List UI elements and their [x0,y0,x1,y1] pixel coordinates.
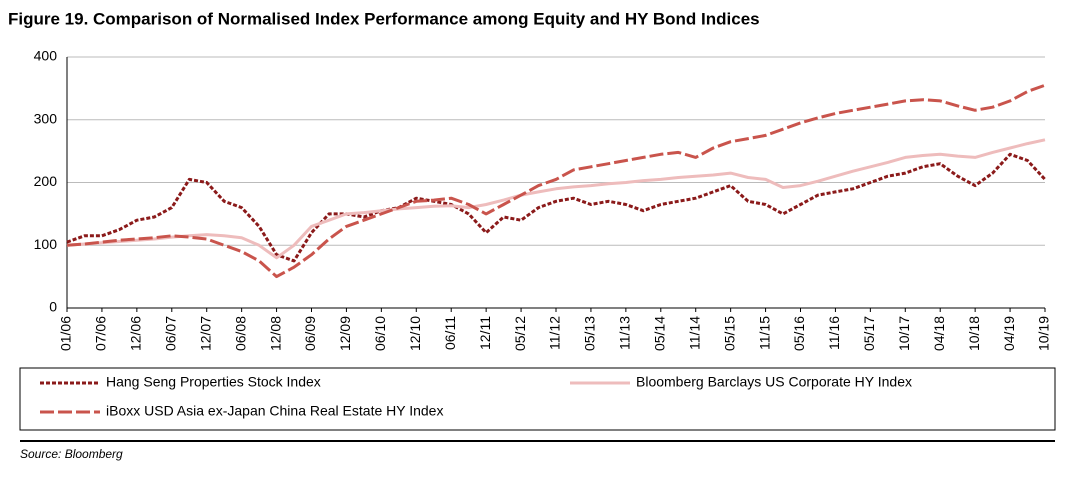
series-line [66,138,1046,260]
legend-box [19,367,1056,431]
x-tick-label: 12/10 [407,316,423,351]
x-tick-label: 05/16 [791,316,807,351]
x-tick-label: 06/09 [302,316,318,351]
legend-label: Hang Seng Properties Stock Index [106,374,321,390]
x-tick-label: 12/11 [477,316,493,350]
x-tick-label: 11/13 [617,316,633,350]
x-tick-label: 12/06 [128,316,144,351]
y-tick-label: 100 [34,236,58,252]
y-tick-label: 200 [34,173,58,189]
x-tick-label: 11/12 [547,316,563,350]
x-tick-label: 05/12 [512,316,528,351]
x-tick-label: 07/06 [93,316,109,351]
y-tick-label: 400 [34,48,58,64]
x-tick-label: 04/18 [931,316,947,351]
series-line [66,83,1046,279]
x-tick-label: 05/13 [582,316,598,351]
x-tick-label: 05/17 [861,316,877,351]
x-tick-label: 11/16 [826,316,842,350]
y-tick-label: 0 [49,299,57,315]
x-tick-label: 06/07 [162,316,178,351]
source: Source: Bloomberg [20,447,123,461]
x-tick-label: 04/19 [1001,316,1017,351]
x-tick-label: 05/15 [721,316,737,351]
legend-label: Bloomberg Barclays US Corporate HY Index [636,374,912,390]
x-tick-label: 10/18 [966,316,982,351]
x-tick-label: 06/08 [232,316,248,351]
x-tick-label: 01/06 [58,316,74,351]
x-tick-label: 12/07 [197,316,213,351]
x-tick-label: 06/10 [372,316,388,351]
x-tick-label: 06/11 [442,316,458,350]
x-tick-label: 12/08 [267,316,283,351]
legend-label: iBoxx USD Asia ex-Japan China Real Estat… [106,403,443,419]
x-tick-label: 05/14 [651,316,667,351]
x-tick-label: 10/19 [1036,316,1052,351]
x-tick-label: 10/17 [896,316,912,351]
chart-title: Figure 19. Comparison of Normalised Inde… [8,9,760,28]
x-tick-label: 11/14 [686,316,702,350]
series-line [66,152,1047,263]
x-tick-label: 11/15 [756,316,772,350]
x-tick-label: 12/09 [337,316,353,351]
y-tick-label: 300 [34,110,58,126]
